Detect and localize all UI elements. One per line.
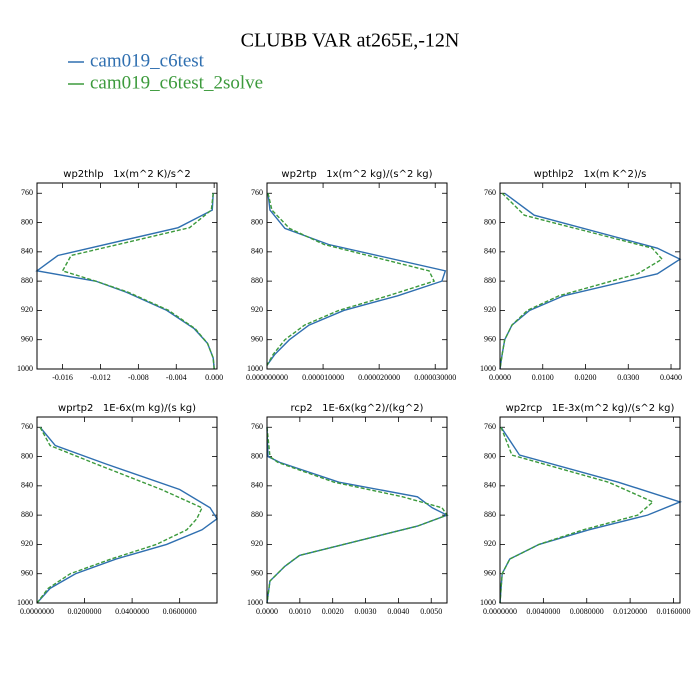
y-tick-label: 880	[251, 510, 263, 519]
y-tick-label: 1000	[247, 598, 263, 607]
x-tick-label: 0.0040	[387, 607, 409, 616]
profile-line	[499, 426, 655, 604]
x-tick-label: 0.0120000	[613, 607, 647, 616]
profile-line	[266, 193, 447, 366]
y-tick-label: 880	[21, 276, 33, 285]
y-tick-label: 880	[21, 510, 33, 519]
x-tick-label: 0.0200000	[68, 607, 102, 616]
y-tick-label: 800	[21, 451, 33, 460]
y-tick-label: 840	[251, 247, 263, 256]
y-tick-label: 880	[484, 276, 496, 285]
y-tick-label: 760	[21, 188, 33, 197]
plot-frame	[266, 182, 448, 370]
x-tick-label: 0.0000	[256, 607, 278, 616]
x-tick-label: 0.0010	[289, 607, 311, 616]
y-tick-label: 1000	[480, 364, 496, 373]
x-tick-label: 0.0020	[322, 607, 344, 616]
plot-frame	[266, 416, 448, 604]
y-tick-label: 800	[21, 217, 33, 226]
y-tick-label: 760	[484, 188, 496, 197]
y-tick-label: 1000	[247, 364, 263, 373]
x-tick-label: 0.000020000	[358, 373, 400, 382]
x-tick-label: 0.0000	[489, 373, 511, 382]
y-tick-label: 960	[251, 335, 263, 344]
y-tick-label: 800	[484, 451, 496, 460]
y-tick-label: 760	[21, 422, 33, 431]
x-tick-label: -0.004	[166, 373, 187, 382]
profile-line	[266, 193, 436, 366]
y-tick-label: 840	[21, 481, 33, 490]
y-tick-label: 840	[484, 481, 496, 490]
y-tick-label: 920	[484, 305, 496, 314]
x-tick-label: 0.0030	[355, 607, 377, 616]
y-tick-label: 760	[251, 422, 263, 431]
y-tick-label: 1000	[17, 364, 33, 373]
y-tick-label: 920	[251, 305, 263, 314]
profile-line	[61, 193, 215, 370]
x-tick-label: 0.0080000	[570, 607, 604, 616]
x-tick-label: 0.000010000	[302, 373, 344, 382]
plot-frame	[36, 416, 218, 604]
y-tick-label: 880	[251, 276, 263, 285]
y-tick-label: 920	[251, 539, 263, 548]
profile-line	[36, 426, 218, 604]
legend-label: cam019_c6test_2solve	[90, 72, 263, 93]
y-tick-label: 960	[484, 335, 496, 344]
panel-title: wp2thlp 1x(m^2 K)/s^2	[63, 169, 190, 180]
x-tick-label: 0.0040000	[526, 607, 560, 616]
x-tick-label: 0.0400	[660, 373, 682, 382]
x-tick-label: -0.008	[128, 373, 149, 382]
y-tick-label: 840	[21, 247, 33, 256]
x-tick-label: 0.000	[205, 373, 223, 382]
x-tick-label: 0.0300	[617, 373, 639, 382]
panel-title: wprtp2 1E-6x(m kg)/(s kg)	[58, 403, 196, 414]
x-tick-label: 0.0000000	[20, 607, 54, 616]
profile-line	[266, 427, 449, 604]
y-tick-label: 760	[484, 422, 496, 431]
x-tick-label: 0.0100	[532, 373, 554, 382]
panel-title: wp2rcp 1E-3x(m^2 kg)/(s^2 kg)	[506, 403, 675, 414]
figure-title: CLUBB VAR at265E,-12N	[241, 30, 460, 52]
y-tick-label: 920	[484, 539, 496, 548]
x-tick-label: -0.016	[52, 373, 73, 382]
panel-title: wp2rtp 1x(m^2 kg)/(s^2 kg)	[281, 169, 432, 180]
y-tick-label: 960	[251, 569, 263, 578]
profile-line	[499, 192, 682, 370]
plot-frame	[36, 182, 218, 370]
x-tick-label: 0.0600000	[163, 607, 197, 616]
y-tick-label: 800	[251, 217, 263, 226]
profile-line	[36, 426, 203, 604]
panel-title: wpthlp2 1x(m K^2)/s	[534, 169, 647, 180]
legend-label: cam019_c6test	[90, 50, 205, 71]
y-tick-label: 840	[251, 481, 263, 490]
plot-frame	[499, 182, 681, 370]
x-tick-label: -0.012	[90, 373, 111, 382]
y-tick-label: 760	[251, 188, 263, 197]
x-tick-label: 0.0000000	[483, 607, 517, 616]
x-tick-label: 0.000030000	[414, 373, 456, 382]
x-tick-label: 0.0050	[420, 607, 442, 616]
y-tick-label: 960	[484, 569, 496, 578]
profile-line	[499, 192, 664, 370]
x-tick-label: 0.0200	[575, 373, 597, 382]
y-tick-label: 840	[484, 247, 496, 256]
x-tick-label: 0.000000000	[246, 373, 288, 382]
y-tick-label: 800	[484, 217, 496, 226]
x-tick-label: 0.0160000	[656, 607, 690, 616]
y-tick-label: 1000	[480, 598, 496, 607]
y-tick-label: 920	[21, 539, 33, 548]
y-tick-label: 880	[484, 510, 496, 519]
y-tick-label: 960	[21, 569, 33, 578]
plot-frame	[499, 416, 681, 604]
y-tick-label: 800	[251, 451, 263, 460]
panel-title: rcp2 1E-6x(kg^2)/(kg^2)	[291, 403, 424, 414]
y-tick-label: 1000	[17, 598, 33, 607]
y-tick-label: 920	[21, 305, 33, 314]
x-tick-label: 0.0400000	[115, 607, 149, 616]
y-tick-label: 960	[21, 335, 33, 344]
